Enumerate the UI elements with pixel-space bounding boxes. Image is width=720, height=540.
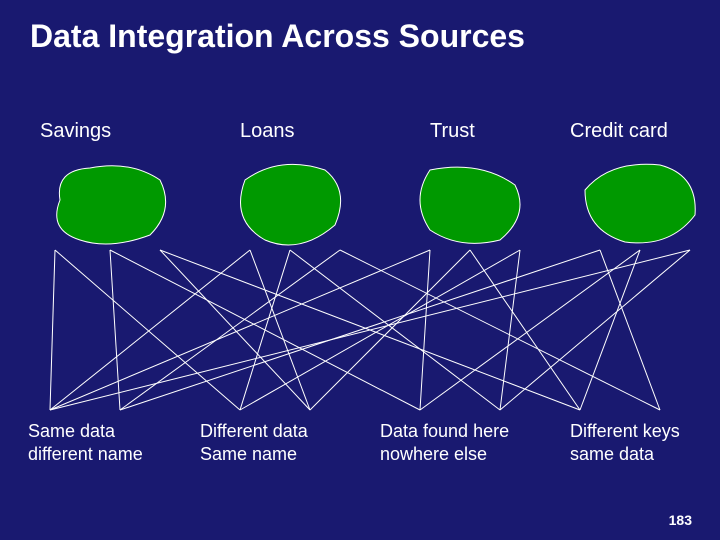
issue-label-3: Different keyssame data	[570, 420, 680, 465]
data-source-shape-3	[580, 160, 710, 260]
issue-label-1: Different dataSame name	[200, 420, 308, 465]
source-label-1: Loans	[240, 120, 295, 143]
data-source-shape-2	[410, 160, 540, 260]
data-source-shape-0	[50, 160, 180, 260]
source-label-0: Savings	[40, 120, 111, 143]
slide-title: Data Integration Across Sources	[30, 18, 525, 55]
data-source-shape-1	[230, 160, 360, 260]
source-label-3: Credit card	[570, 120, 668, 143]
issue-label-0: Same datadifferent name	[28, 420, 143, 465]
source-label-2: Trust	[430, 120, 475, 143]
page-number: 183	[669, 512, 692, 528]
issue-label-2: Data found here nowhere else	[380, 420, 509, 465]
